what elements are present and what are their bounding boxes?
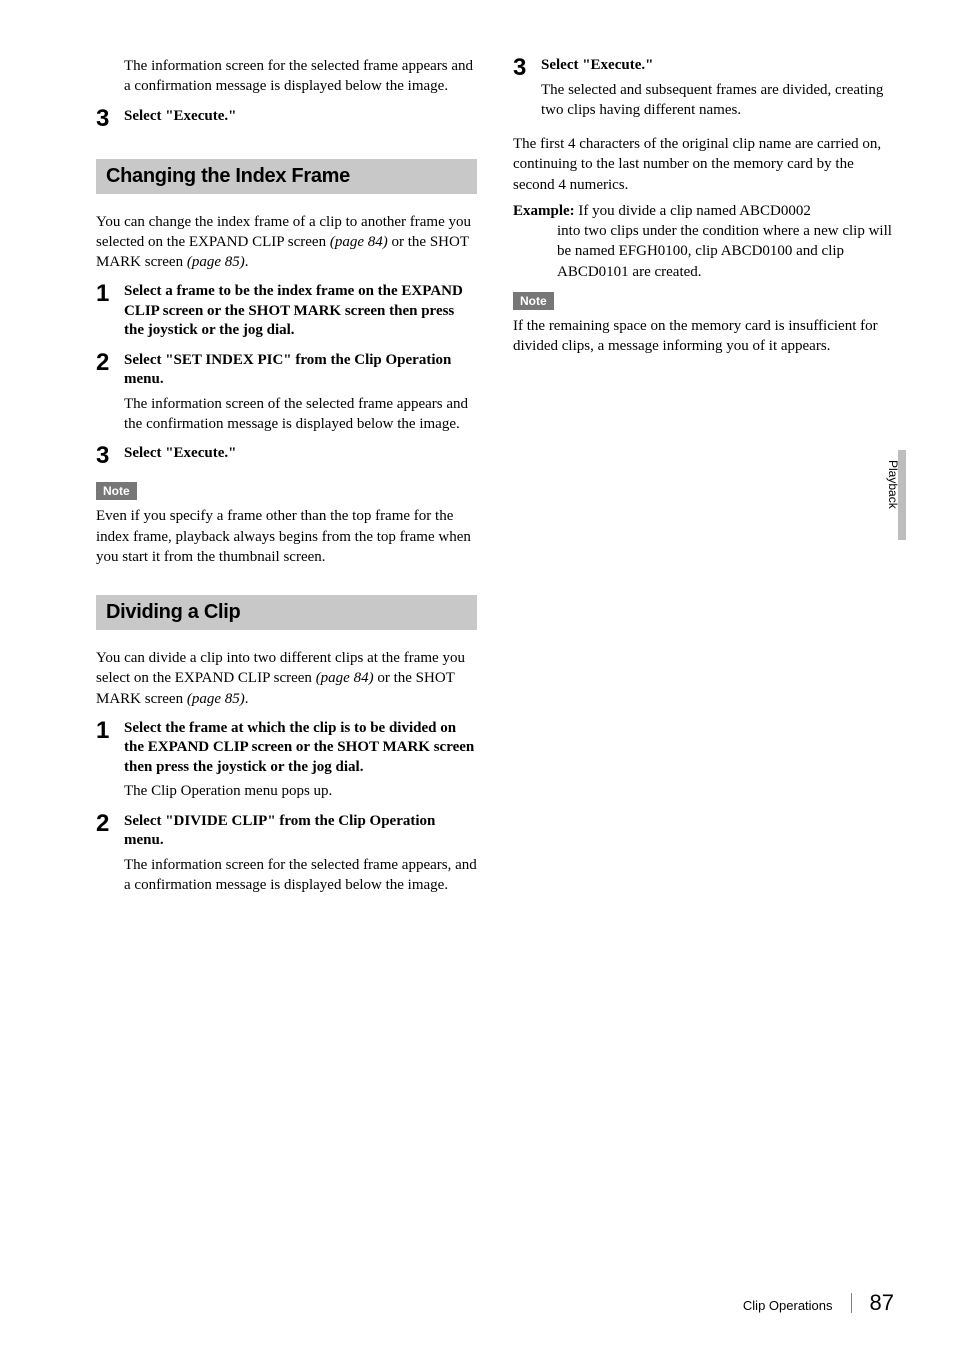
footer: Clip Operations 87 bbox=[743, 1290, 894, 1316]
section1-step3: 3 Select "Execute." bbox=[96, 444, 477, 468]
side-tab-label: Playback bbox=[886, 460, 900, 509]
section-heading-dividing-clip: Dividing a Clip bbox=[96, 595, 477, 630]
step-text: The information screen of the selected f… bbox=[124, 394, 477, 435]
side-tab: Playback bbox=[884, 460, 900, 600]
section-heading-index-frame: Changing the Index Frame bbox=[96, 159, 477, 194]
left-column: The information screen for the selected … bbox=[96, 56, 477, 899]
example-block: Example: If you divide a clip named ABCD… bbox=[513, 201, 894, 282]
section1-step2: 2 Select "SET INDEX PIC" from the Clip O… bbox=[96, 351, 477, 435]
step-3-top: 3 Select "Execute." bbox=[96, 107, 477, 131]
page-ref: (page 85) bbox=[187, 691, 245, 707]
note-label: Note bbox=[513, 292, 554, 310]
step-heading: Select "SET INDEX PIC" from the Clip Ope… bbox=[124, 351, 477, 390]
example-label: Example: bbox=[513, 203, 575, 219]
page-ref: (page 84) bbox=[316, 670, 374, 686]
example-text-b: into two clips under the condition where… bbox=[557, 221, 894, 282]
example-label-text: Example: bbox=[513, 203, 575, 219]
step-number: 3 bbox=[96, 107, 124, 131]
intro-text: The information screen for the selected … bbox=[124, 56, 477, 97]
step-number: 1 bbox=[96, 719, 124, 743]
step-number: 3 bbox=[513, 56, 541, 80]
page-ref: (page 85) bbox=[187, 254, 245, 270]
step-number: 2 bbox=[96, 812, 124, 836]
step-heading: Select the frame at which the clip is to… bbox=[124, 719, 477, 778]
footer-page-number: 87 bbox=[870, 1290, 894, 1316]
step-number: 1 bbox=[96, 282, 124, 306]
right-column: 3 Select "Execute." The selected and sub… bbox=[513, 56, 894, 899]
section2-step2: 2 Select "DIVIDE CLIP" from the Clip Ope… bbox=[96, 812, 477, 896]
note-text: If the remaining space on the memory car… bbox=[513, 316, 894, 357]
section2-step1: 1 Select the frame at which the clip is … bbox=[96, 719, 477, 802]
step-number: 2 bbox=[96, 351, 124, 375]
note-text: Even if you specify a frame other than t… bbox=[96, 506, 477, 567]
step-number: 3 bbox=[96, 444, 124, 468]
right-step3: 3 Select "Execute." The selected and sub… bbox=[513, 56, 894, 120]
page-ref: (page 84) bbox=[330, 234, 388, 250]
section2-intro: You can divide a clip into two different… bbox=[96, 648, 477, 709]
example-text-a: If you divide a clip named ABCD0002 bbox=[575, 203, 811, 219]
section1-intro: You can change the index frame of a clip… bbox=[96, 212, 477, 273]
step-heading: Select "Execute." bbox=[124, 444, 477, 464]
step-text: The Clip Operation menu pops up. bbox=[124, 781, 477, 801]
footer-divider bbox=[851, 1293, 852, 1313]
section1-step1: 1 Select a frame to be the index frame o… bbox=[96, 282, 477, 341]
step-heading: Select a frame to be the index frame on … bbox=[124, 282, 477, 341]
text: . bbox=[245, 254, 249, 270]
footer-title: Clip Operations bbox=[743, 1298, 833, 1313]
step-heading: Select "Execute." bbox=[541, 56, 894, 76]
note-label: Note bbox=[96, 482, 137, 500]
step-text: The selected and subsequent frames are d… bbox=[541, 80, 894, 121]
text: . bbox=[245, 691, 249, 707]
right-para: The first 4 characters of the original c… bbox=[513, 134, 894, 195]
step-text: The information screen for the selected … bbox=[124, 855, 477, 896]
step-heading: Select "DIVIDE CLIP" from the Clip Opera… bbox=[124, 812, 477, 851]
step-heading: Select "Execute." bbox=[124, 107, 477, 127]
